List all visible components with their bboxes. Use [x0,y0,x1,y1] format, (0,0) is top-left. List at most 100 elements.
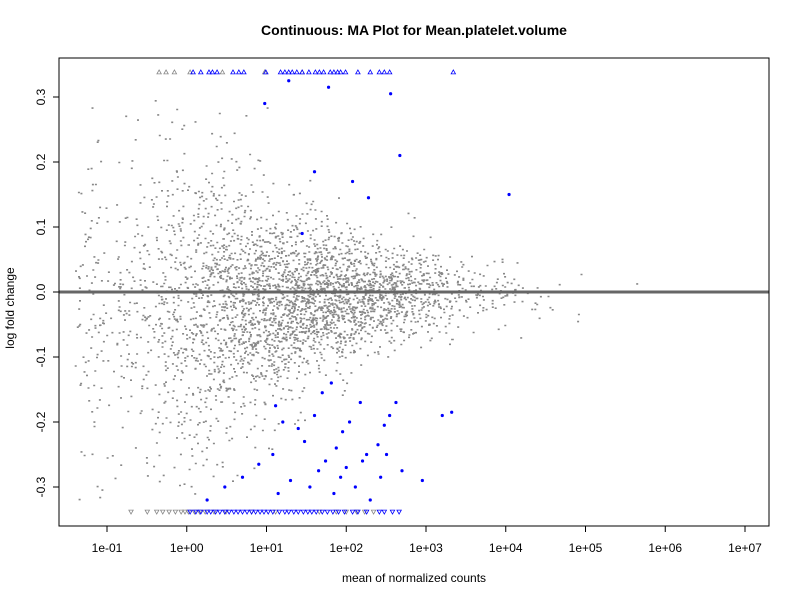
x-tick-label: 1e+04 [489,541,523,555]
clipped-down-marker [319,509,326,515]
clipped-down-marker [272,509,279,515]
significant-point [332,491,336,496]
y-tick-label: 0.2 [34,153,48,170]
significant-point [240,475,245,479]
y-axis-title: log fold change [3,267,17,349]
clipped-down-marker [355,509,361,515]
significant-point [287,79,291,83]
clipped-up-marker [327,69,334,75]
clipped-down-marker [192,509,199,515]
y-tick-label: -0.2 [34,411,48,432]
clipped-up-marker [331,69,337,75]
clipped-up-marker [285,69,292,75]
clipped-down-marker [282,509,288,515]
significant-point [312,170,317,174]
significant-point [323,459,328,463]
x-tick-label: 1e+03 [409,541,443,555]
significant-point [312,413,317,418]
clipped-down-marker [204,509,210,515]
clipped-up-marker [337,69,344,75]
clipped-up-marker [289,69,296,75]
clipped-up-marker [206,69,212,75]
y-tick-label: 0.1 [34,218,48,235]
clipped-up-marker [376,69,383,75]
x-axis-title: mean of normalized counts [342,571,486,585]
clipped-up-marker [262,69,269,75]
clipped-up-marker [334,69,341,75]
clipped-down-marker [207,509,214,515]
clipped-up-marker [342,69,349,75]
clipped-down-marker [178,509,185,515]
clipped-up-marker [190,69,196,75]
clipped-down-marker [313,509,320,515]
clipped-down-marker [226,509,233,515]
significant-point [257,462,261,466]
clipped-down-marker [197,509,204,515]
significant-point [334,446,338,450]
clipped-down-marker [144,509,151,515]
significant-point [450,410,454,414]
clipped-down-marker [330,509,336,515]
significant-point [341,430,345,434]
significant-point [394,400,398,405]
significant-point [420,478,424,483]
significant-point [205,498,209,502]
clipped-up-marker [299,69,306,75]
significant-point [223,485,227,489]
clipped-up-marker [293,69,300,75]
significant-point [358,400,362,405]
clipped-down-marker [128,509,134,515]
y-tick-label: 0.3 [34,88,48,105]
clipped-up-marker [156,69,162,75]
significant-point [365,452,369,457]
clipped-down-marker [216,509,223,515]
significant-point [339,475,343,479]
clipped-up-marker [355,69,361,75]
significant-point [302,439,307,444]
significant-point [326,85,331,89]
clipped-down-marker [363,509,370,515]
clipped-down-marker [261,509,267,515]
clipped-down-marker [231,509,237,515]
y-tick-label: -0.1 [34,346,48,367]
clipped-down-marker [370,509,377,515]
y-tick-label: -0.3 [34,476,48,497]
x-tick-label: 1e+06 [648,541,682,555]
x-tick-label: 1e+02 [329,541,363,555]
significant-point [507,192,511,197]
clipped-down-marker [389,509,396,515]
significant-point [308,485,312,489]
clipped-down-marker [376,509,383,515]
clipped-down-marker [212,509,219,515]
significant-point [400,469,404,473]
clipped-down-marker [166,509,172,515]
significant-point [276,491,280,496]
significant-point [440,413,444,418]
significant-point [388,413,392,418]
clipped-up-marker [306,69,312,75]
clipped-up-marker [240,69,247,75]
significant-point [389,92,393,96]
clipped-down-marker [295,509,302,515]
significant-point [281,420,285,424]
significant-point [398,153,402,158]
clipped-down-marker [290,509,297,515]
clipped-down-marker [349,509,356,515]
clipped-up-marker [386,69,393,75]
clipped-down-marker [381,509,388,515]
clipped-up-marker [235,69,242,75]
clipped-down-marker [235,509,241,515]
clipped-up-marker [312,69,319,75]
axes-layer: 1e-01 1e+00 1e+01 1e+02 1e+03 1e+04 1e+05 1e+06… [34,88,762,555]
plot-frame [58,57,770,527]
clipped-down-marker [324,509,331,515]
significant-point [300,231,304,236]
clipped-up-marker [219,69,226,75]
chart-title: Continuous: MA Plot for Mean.platelet.vo… [261,22,567,38]
significant-point [368,498,372,502]
clipped-down-marker [335,509,342,515]
significant-point [382,423,386,427]
clipped-up-marker [282,69,288,75]
x-tick-label: 1e+07 [728,541,762,555]
